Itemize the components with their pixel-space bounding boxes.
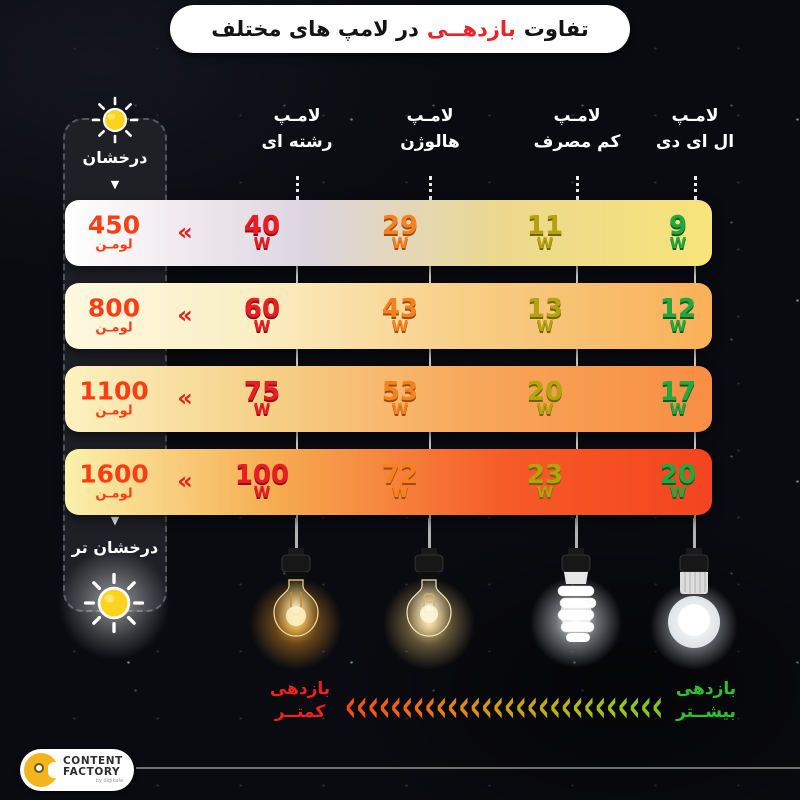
title-highlight: بازدهــی [426, 17, 516, 41]
chevron-down-icon: ▼ [110, 178, 120, 191]
chevron-strip: ‹‹‹‹‹‹‹‹‹‹‹‹‹‹‹‹‹‹‹‹‹‹‹‹‹‹‹‹‹‹‹‹‹‹‹‹‹‹‹‹… [345, 680, 662, 733]
watt-value: 75 W [243, 377, 281, 419]
divider-line [136, 767, 800, 769]
column-guide-line [576, 200, 578, 520]
lumen-label: 1600 لومـن [68, 462, 160, 503]
column-label: لامـپ [671, 106, 719, 126]
sun-icon [83, 572, 145, 634]
watt-value: 29 W [381, 211, 419, 253]
lumen-unit: لومـن [95, 237, 133, 253]
lumen-value: 1600 [79, 459, 149, 489]
label-less-efficiency: بازدهی کمتــر [269, 679, 331, 722]
column-header-cfl: لامـپ کم مصرف [517, 103, 637, 156]
watt-value: 20 W [526, 377, 564, 419]
column-guide-line [694, 200, 696, 520]
column-header-led: لامـپ ال ای دی [635, 103, 755, 156]
sun-icon [91, 96, 139, 144]
lumen-label: 800 لومـن [68, 296, 160, 337]
logo-text: CONTENT FACTORY by digikala [63, 754, 123, 784]
scale-label-bright: درخشان [82, 148, 148, 167]
bulb-cord [295, 518, 298, 552]
watt-value: 72 W [381, 460, 419, 502]
dotted-guide [296, 176, 299, 200]
label-more-efficiency: بازدهی بیشــتر [675, 679, 737, 722]
lumen-unit: لومـن [95, 403, 133, 419]
watt-value: 11 W [526, 211, 564, 253]
halogen-bulb-illustration [383, 548, 475, 670]
chevron-left-icon: « [177, 383, 193, 412]
bulb-cord [428, 518, 431, 552]
lumen-unit: لومـن [95, 486, 133, 502]
lumen-unit: لومـن [95, 320, 133, 336]
column-guide-line [296, 200, 298, 520]
lumen-value: 1100 [79, 376, 149, 406]
lumen-value: 450 [87, 210, 141, 240]
column-header-halogen: لامـپ هالوژن [370, 103, 490, 156]
watt-value: 60 W [243, 294, 281, 336]
led-bulb-illustration [650, 548, 738, 670]
watt-value: 17 W [659, 377, 697, 419]
column-label: لامـپ [553, 106, 601, 126]
dotted-guide [576, 176, 579, 200]
column-guide-line [429, 200, 431, 520]
bulb-cord [575, 518, 578, 552]
incandescent-bulb-illustration [250, 548, 342, 670]
table-row: 1600 لومـن « 100 W 72 W 23 W 20 W [65, 449, 712, 515]
watt-value: 43 W [381, 294, 419, 336]
column-label: کم مصرف [533, 132, 621, 153]
watt-value: 13 W [526, 294, 564, 336]
watt-value: 100 W [234, 460, 290, 502]
bulb-cord [693, 518, 696, 552]
watt-value: 40 W [243, 211, 281, 253]
lumen-label: 1100 لومـن [68, 379, 160, 420]
column-label: لامـپ [273, 106, 321, 126]
column-label: رشته ای [261, 132, 333, 153]
column-header-incandescent: لامـپ رشته ای [237, 103, 357, 156]
watt-value: 23 W [526, 460, 564, 502]
watt-value: 12 W [659, 294, 697, 336]
table-row: 1100 لومـن « 75 W 53 W 20 W 17 W [65, 366, 712, 432]
efficiency-gradient-arrow: ‹‹‹‹‹‹‹‹‹‹‹‹‹‹‹‹‹‹‹‹‹‹‹‹‹‹‹‹‹‹‹‹‹‹‹‹‹‹‹‹… [345, 680, 662, 733]
title-prefix: تفاوت [523, 17, 589, 41]
camera-icon [24, 753, 60, 787]
watt-value: 20 W [659, 460, 697, 502]
cfl-bulb-illustration [530, 548, 622, 668]
dotted-guide [429, 176, 432, 200]
chevron-down-icon: ▼ [110, 514, 120, 527]
page-title: تفاوت بازدهــی در لامپ های مختلف [170, 5, 630, 53]
column-label: لامـپ [406, 106, 454, 126]
dotted-guide [694, 176, 697, 200]
chevron-left-icon: « [177, 217, 193, 246]
title-suffix: در لامپ های مختلف [211, 17, 419, 41]
table-row: 800 لومـن « 60 W 43 W 13 W 12 W [65, 283, 712, 349]
chevron-left-icon: « [177, 466, 193, 495]
lumen-value: 800 [87, 293, 141, 323]
column-label: ال ای دی [655, 132, 735, 153]
chevron-left-icon: « [177, 300, 193, 329]
lumen-label: 450 لومـن [68, 213, 160, 254]
column-label: هالوژن [400, 132, 460, 153]
watt-value: 53 W [381, 377, 419, 419]
content-factory-logo: CONTENT FACTORY by digikala [20, 749, 134, 791]
